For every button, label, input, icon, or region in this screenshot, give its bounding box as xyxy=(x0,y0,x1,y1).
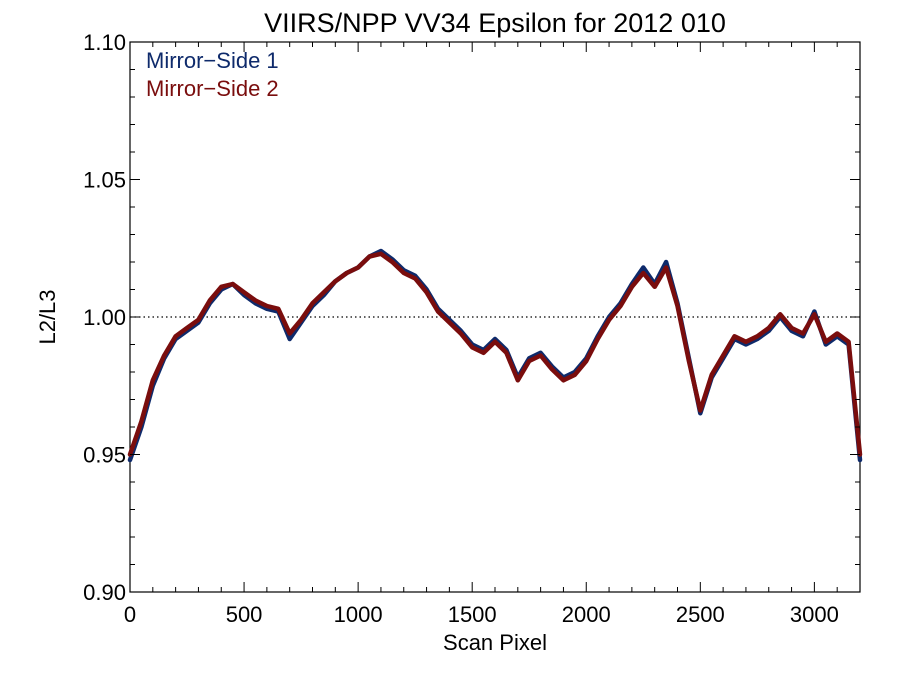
x-tick-label: 2000 xyxy=(562,602,611,627)
x-tick-label: 1000 xyxy=(334,602,383,627)
x-tick-label: 500 xyxy=(226,602,263,627)
y-tick-label: 0.95 xyxy=(83,443,126,468)
x-tick-label: 1500 xyxy=(448,602,497,627)
x-axis-label: Scan Pixel xyxy=(443,630,547,655)
legend: Mirror−Side 1 Mirror−Side 2 xyxy=(146,48,279,101)
x-tick-label: 3000 xyxy=(790,602,839,627)
y-axis-label: L2/L3 xyxy=(35,289,60,344)
x-tick-label: 0 xyxy=(124,602,136,627)
series-line-1 xyxy=(127,248,863,463)
series-line-2 xyxy=(127,251,863,457)
legend-entry-2: Mirror−Side 2 xyxy=(146,76,279,101)
y-tick-label: 0.90 xyxy=(83,580,126,605)
y-tick-label: 1.00 xyxy=(83,305,126,330)
x-tick-label: 2500 xyxy=(676,602,725,627)
legend-entry-1: Mirror−Side 1 xyxy=(146,48,279,73)
y-tick-label: 1.10 xyxy=(83,30,126,55)
y-tick-label: 1.05 xyxy=(83,168,126,193)
chart-title: VIIRS/NPP VV34 Epsilon for 2012 010 xyxy=(264,8,726,38)
